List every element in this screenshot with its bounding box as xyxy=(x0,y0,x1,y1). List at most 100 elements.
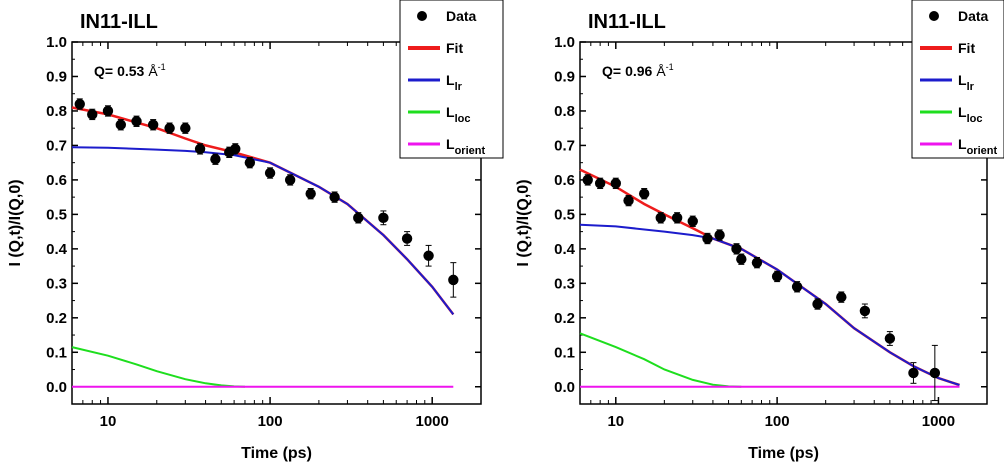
legend-name: L xyxy=(958,72,967,88)
series-l-lr-line xyxy=(71,146,455,316)
data-point xyxy=(74,98,85,110)
data-point xyxy=(353,212,364,224)
q-unit-exponent: -1 xyxy=(666,62,674,72)
data-point xyxy=(736,254,747,265)
data-point xyxy=(610,178,621,189)
data-point xyxy=(791,281,803,292)
data-point xyxy=(180,122,191,134)
q-unit: Å xyxy=(656,63,666,79)
y-tick-label: 0.6 xyxy=(46,172,67,189)
data-point xyxy=(908,367,919,379)
data-point xyxy=(102,105,114,117)
legend-data-marker xyxy=(417,11,427,21)
data-point xyxy=(671,212,683,224)
y-tick-label: 0.7 xyxy=(46,137,67,154)
y-tick-label: 0.5 xyxy=(554,206,575,223)
y-tick-label: 0.3 xyxy=(46,275,67,292)
q-value: 0.96 xyxy=(625,63,652,79)
y-tick-label: 0.6 xyxy=(554,172,575,189)
y-tick-label: 0.1 xyxy=(554,344,575,361)
legend-subscript: loc xyxy=(455,113,471,125)
q-unit-exponent: -1 xyxy=(158,62,166,72)
legend-name: L xyxy=(958,104,967,120)
y-tick-label: 0.0 xyxy=(46,379,67,396)
data-point xyxy=(230,143,241,155)
legend-name: Fit xyxy=(446,40,463,56)
legend-l-lr-label: Llr xyxy=(958,72,975,93)
data-point xyxy=(812,298,823,310)
q-prefix: Q= xyxy=(602,63,621,79)
x-tick-label: 100 xyxy=(765,413,790,430)
data-point xyxy=(594,178,606,189)
y-tick-label: 0.1 xyxy=(46,344,67,361)
legend-l-orient-label: Lorient xyxy=(958,136,997,157)
data-point xyxy=(714,229,725,241)
y-axis-label: I (Q,t)/I(Q,0) xyxy=(515,179,532,266)
chart-title: IN11-ILL xyxy=(80,11,158,33)
data-point xyxy=(131,116,142,127)
y-tick-label: 1.0 xyxy=(46,34,67,51)
legend-data-label: Data xyxy=(958,8,989,24)
legend-name: Fit xyxy=(958,40,975,56)
x-tick-label: 10 xyxy=(100,413,117,430)
legend-data-label: Data xyxy=(446,8,477,24)
data-point xyxy=(582,174,593,186)
data-point xyxy=(210,154,221,165)
y-tick-label: 0.8 xyxy=(554,103,575,120)
q-prefix: Q= xyxy=(94,63,113,79)
legend-subscript: lr xyxy=(967,81,975,93)
legend-l-lr-label: Llr xyxy=(446,72,463,93)
y-tick-label: 1.0 xyxy=(554,34,575,51)
data-point xyxy=(244,157,256,168)
data-point xyxy=(623,195,634,206)
data-point xyxy=(929,367,941,379)
y-tick-label: 0.5 xyxy=(46,206,67,223)
legend-l-orient-label: Lorient xyxy=(446,136,485,157)
data-point xyxy=(329,191,340,203)
legend-subscript: loc xyxy=(967,113,983,125)
data-point xyxy=(423,250,434,261)
legend-name: Data xyxy=(446,8,477,24)
y-tick-label: 0.3 xyxy=(554,275,575,292)
y-tick-label: 0.7 xyxy=(554,137,575,154)
series-fit-line xyxy=(71,106,455,316)
x-tick-label: 100 xyxy=(258,413,283,430)
legend-l-loc-label: Lloc xyxy=(958,104,982,125)
data-point xyxy=(859,305,871,317)
data-point xyxy=(687,216,698,227)
q-annotation: Q= 0.53 Å-1 xyxy=(94,62,166,79)
data-point xyxy=(638,188,650,199)
x-axis-label: Time (ps) xyxy=(241,445,312,462)
series-l-loc-line xyxy=(579,332,742,388)
series-fit-line xyxy=(579,168,960,387)
plot-frame xyxy=(71,41,482,405)
legend-subscript: orient xyxy=(967,145,998,157)
data-point xyxy=(731,243,742,255)
data-point xyxy=(115,119,127,130)
q-annotation: Q= 0.96 Å-1 xyxy=(602,62,674,79)
legend-name: L xyxy=(958,136,967,152)
data-point xyxy=(194,143,206,155)
data-point xyxy=(884,333,896,344)
y-tick-label: 0.9 xyxy=(46,68,67,85)
data-point xyxy=(702,233,713,244)
x-tick-label: 1000 xyxy=(922,413,955,430)
data-point xyxy=(305,188,316,199)
x-tick-label: 10 xyxy=(607,413,624,430)
data-point xyxy=(378,212,389,224)
legend-subscript: lr xyxy=(455,81,463,93)
data-point xyxy=(751,257,763,268)
x-axis-label: Time (ps) xyxy=(748,445,819,462)
chart-panel-2: 0.0 0.1 0.2 0.3 0.4 0.5 0.6 0.7 0.8 0.9 1.0 10 100 10… xyxy=(515,0,1004,462)
y-tick-label: 0.0 xyxy=(554,379,575,396)
legend-fit-label: Fit xyxy=(446,40,463,56)
data-point xyxy=(401,233,413,244)
data-point xyxy=(836,291,847,303)
y-tick-label: 0.4 xyxy=(554,241,576,258)
legend-subscript: orient xyxy=(455,145,486,157)
plot-frame xyxy=(579,41,988,405)
legend-name: L xyxy=(446,104,455,120)
legend: Data Fit Llr Lloc Lorient xyxy=(399,0,504,159)
